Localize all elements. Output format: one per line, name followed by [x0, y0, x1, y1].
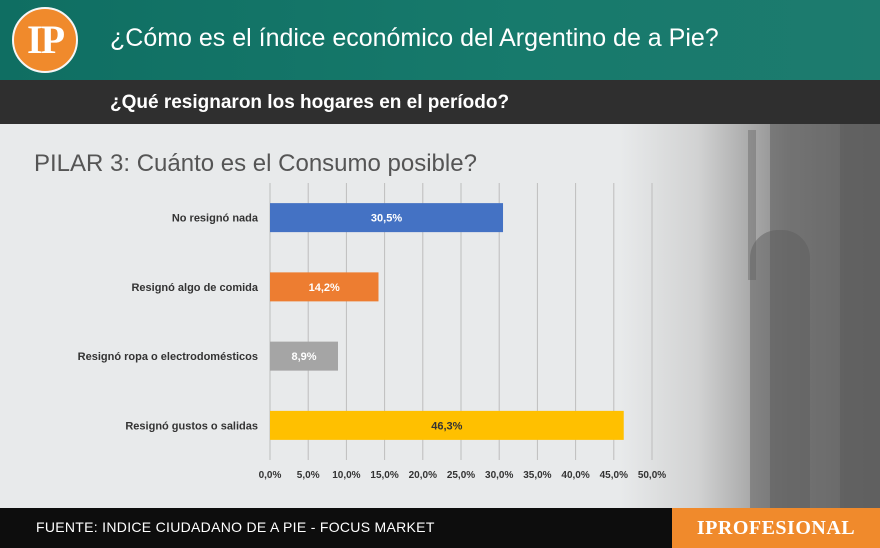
bar — [270, 410, 624, 440]
category-label: Resignó gustos o salidas — [125, 420, 258, 432]
bar — [270, 341, 338, 371]
data-label: 8,9% — [291, 351, 316, 363]
bar-chart: 0,0% 5,0% 10,0% 15,0% 20,0% 25,0% 30,0% 35,0% 40… — [78, 183, 666, 481]
x-tick-label: 20,0% — [409, 470, 437, 481]
subtitle-bar — [0, 80, 880, 124]
iprofesional-logo: IP — [12, 7, 78, 73]
x-tick-label: 50,0% — [638, 470, 666, 481]
x-tick-label: 40,0% — [561, 470, 589, 481]
header-bar — [0, 0, 880, 80]
iprofesional-brand: IPROFESIONAL — [672, 508, 880, 548]
bar — [270, 272, 379, 302]
x-tick-label: 45,0% — [600, 470, 628, 481]
x-tick-label: 0,0% — [259, 470, 282, 481]
x-tick-label: 30,0% — [485, 470, 513, 481]
source-text: FUENTE: INDICE CIUDADANO DE A PIE - FOCU… — [36, 519, 435, 535]
x-tick-label: 35,0% — [523, 470, 551, 481]
data-label: 14,2% — [309, 282, 340, 294]
x-tick-label: 15,0% — [370, 470, 398, 481]
bar — [270, 203, 504, 233]
category-label: Resignó ropa o electrodomésticos — [78, 351, 258, 363]
category-label: No resignó nada — [172, 213, 259, 225]
page-title: ¿Cómo es el índice económico del Argenti… — [110, 24, 719, 52]
category-label: Resignó algo de comida — [131, 282, 258, 294]
x-tick-label: 25,0% — [447, 470, 475, 481]
x-tick-label: 10,0% — [332, 470, 360, 481]
chart-title: PILAR 3: Cuánto es el Consumo posible? — [34, 150, 477, 177]
data-label: 30,5% — [371, 213, 402, 225]
x-tick-label: 5,0% — [297, 470, 320, 481]
page-subtitle: ¿Qué resignaron los hogares en el períod… — [110, 92, 510, 113]
data-label: 46,3% — [431, 420, 462, 432]
